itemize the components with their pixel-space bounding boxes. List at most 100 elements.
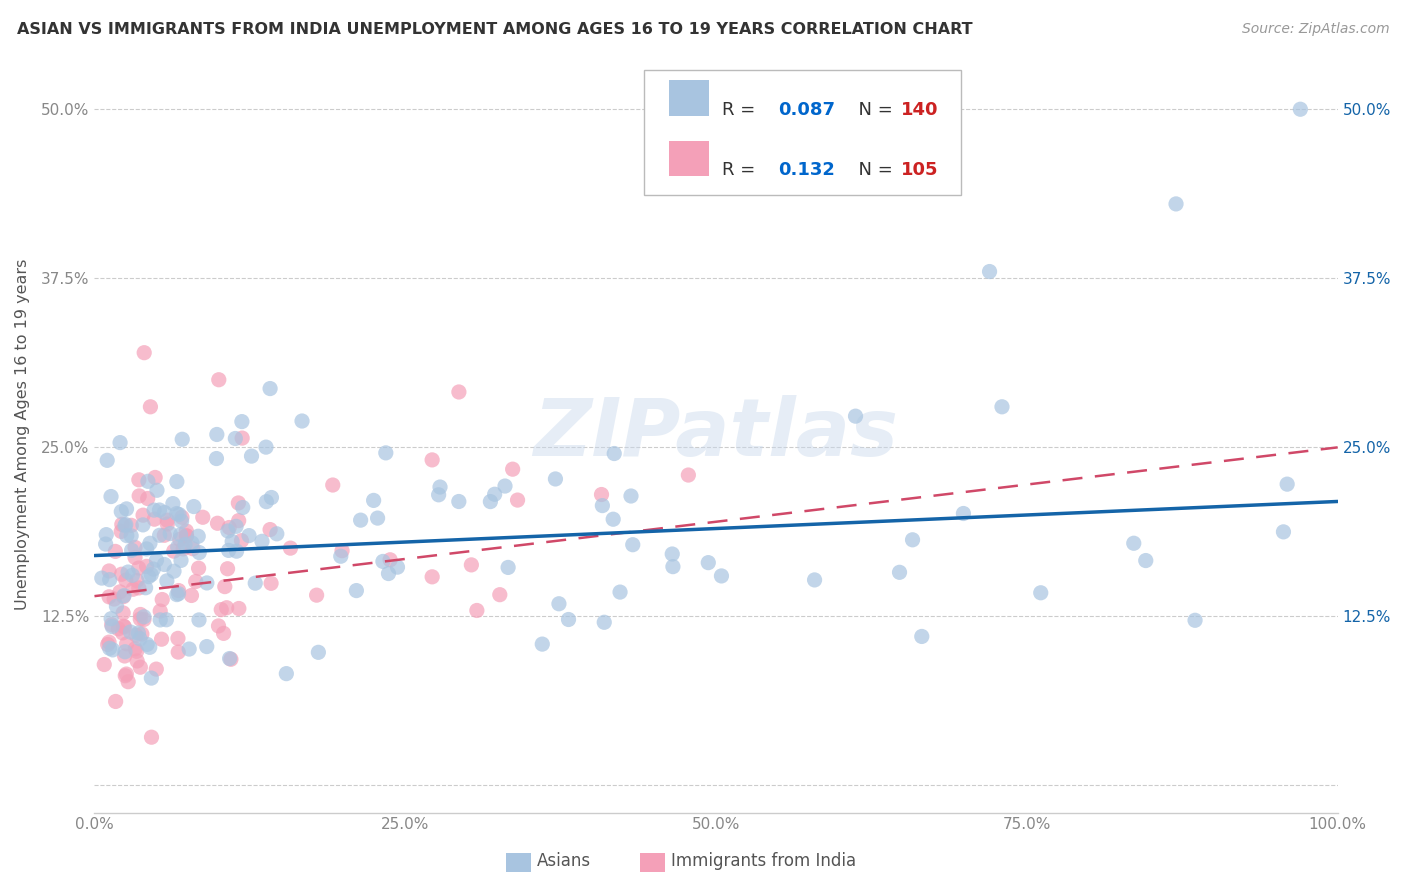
Point bbox=[591, 487, 613, 501]
Point bbox=[114, 620, 136, 634]
Point bbox=[114, 645, 136, 659]
FancyBboxPatch shape bbox=[644, 70, 960, 195]
Point bbox=[134, 345, 156, 359]
Point bbox=[100, 490, 122, 504]
Text: 0.087: 0.087 bbox=[778, 101, 835, 119]
Point bbox=[231, 533, 253, 548]
Point bbox=[156, 574, 179, 588]
Point bbox=[112, 606, 135, 620]
Point bbox=[156, 517, 179, 532]
Point bbox=[150, 592, 173, 607]
Point bbox=[901, 533, 924, 547]
Point bbox=[127, 626, 149, 640]
Point bbox=[112, 590, 135, 604]
Point bbox=[207, 619, 229, 633]
Point bbox=[662, 559, 685, 574]
Point bbox=[219, 652, 242, 666]
Point bbox=[889, 566, 911, 580]
Point bbox=[107, 622, 129, 636]
Point bbox=[488, 588, 510, 602]
Point bbox=[531, 637, 554, 651]
Point bbox=[141, 567, 163, 582]
Text: Source: ZipAtlas.com: Source: ZipAtlas.com bbox=[1241, 22, 1389, 37]
FancyBboxPatch shape bbox=[669, 141, 709, 177]
Point bbox=[120, 518, 142, 533]
Point bbox=[183, 500, 205, 514]
Point bbox=[129, 612, 152, 626]
Point bbox=[125, 574, 148, 588]
Point bbox=[114, 648, 136, 663]
Point bbox=[602, 512, 624, 526]
Point bbox=[115, 667, 138, 681]
Point bbox=[166, 507, 188, 521]
Point bbox=[307, 645, 329, 659]
Point bbox=[245, 576, 267, 591]
Point bbox=[479, 494, 502, 508]
Point bbox=[710, 569, 733, 583]
Point bbox=[132, 612, 155, 626]
Point bbox=[98, 564, 121, 578]
Point bbox=[207, 516, 229, 531]
Point bbox=[129, 660, 152, 674]
Point bbox=[1135, 553, 1157, 567]
Point bbox=[146, 483, 169, 498]
Point bbox=[276, 666, 298, 681]
Point bbox=[991, 400, 1014, 414]
Point bbox=[329, 549, 352, 564]
Point bbox=[593, 615, 616, 630]
Point bbox=[135, 559, 157, 574]
Point bbox=[169, 533, 191, 547]
Point bbox=[502, 462, 524, 476]
Point bbox=[496, 560, 519, 574]
Point bbox=[1289, 102, 1312, 116]
Point bbox=[98, 641, 121, 656]
Text: Asians: Asians bbox=[537, 852, 591, 870]
Point bbox=[250, 534, 273, 549]
Text: N =: N = bbox=[846, 101, 898, 119]
Point bbox=[460, 558, 482, 572]
Point bbox=[145, 662, 167, 676]
Point bbox=[98, 635, 121, 649]
Point bbox=[209, 602, 232, 616]
Point bbox=[155, 613, 177, 627]
Point bbox=[139, 400, 162, 414]
Point bbox=[174, 538, 197, 552]
Point bbox=[120, 529, 142, 543]
Point bbox=[114, 573, 136, 587]
Point bbox=[132, 609, 155, 624]
Point bbox=[101, 619, 124, 633]
Point bbox=[167, 587, 190, 601]
Point bbox=[591, 499, 613, 513]
Point bbox=[166, 475, 188, 489]
Point bbox=[114, 517, 136, 532]
Point bbox=[1184, 613, 1206, 627]
Point bbox=[100, 617, 122, 632]
Point bbox=[266, 526, 288, 541]
Point bbox=[374, 446, 396, 460]
Point bbox=[90, 571, 112, 585]
Text: 0.132: 0.132 bbox=[778, 161, 835, 179]
Text: R =: R = bbox=[723, 101, 761, 119]
Point bbox=[98, 590, 121, 604]
Point bbox=[117, 565, 139, 579]
Point bbox=[150, 632, 173, 647]
Point bbox=[484, 487, 506, 501]
Text: N =: N = bbox=[846, 161, 898, 179]
Point bbox=[153, 506, 176, 520]
Point bbox=[214, 580, 236, 594]
Point bbox=[128, 632, 150, 646]
Point bbox=[176, 529, 198, 543]
Point bbox=[420, 570, 443, 584]
Text: 105: 105 bbox=[901, 161, 939, 179]
Text: ZIPatlas: ZIPatlas bbox=[533, 395, 898, 473]
Point bbox=[139, 536, 162, 550]
Point bbox=[143, 512, 166, 526]
Point bbox=[218, 543, 240, 558]
Point bbox=[221, 534, 243, 549]
Point bbox=[121, 543, 143, 558]
Point bbox=[259, 382, 281, 396]
Point bbox=[143, 470, 166, 484]
Point bbox=[153, 528, 176, 542]
Point bbox=[238, 528, 260, 542]
Point bbox=[148, 503, 170, 517]
